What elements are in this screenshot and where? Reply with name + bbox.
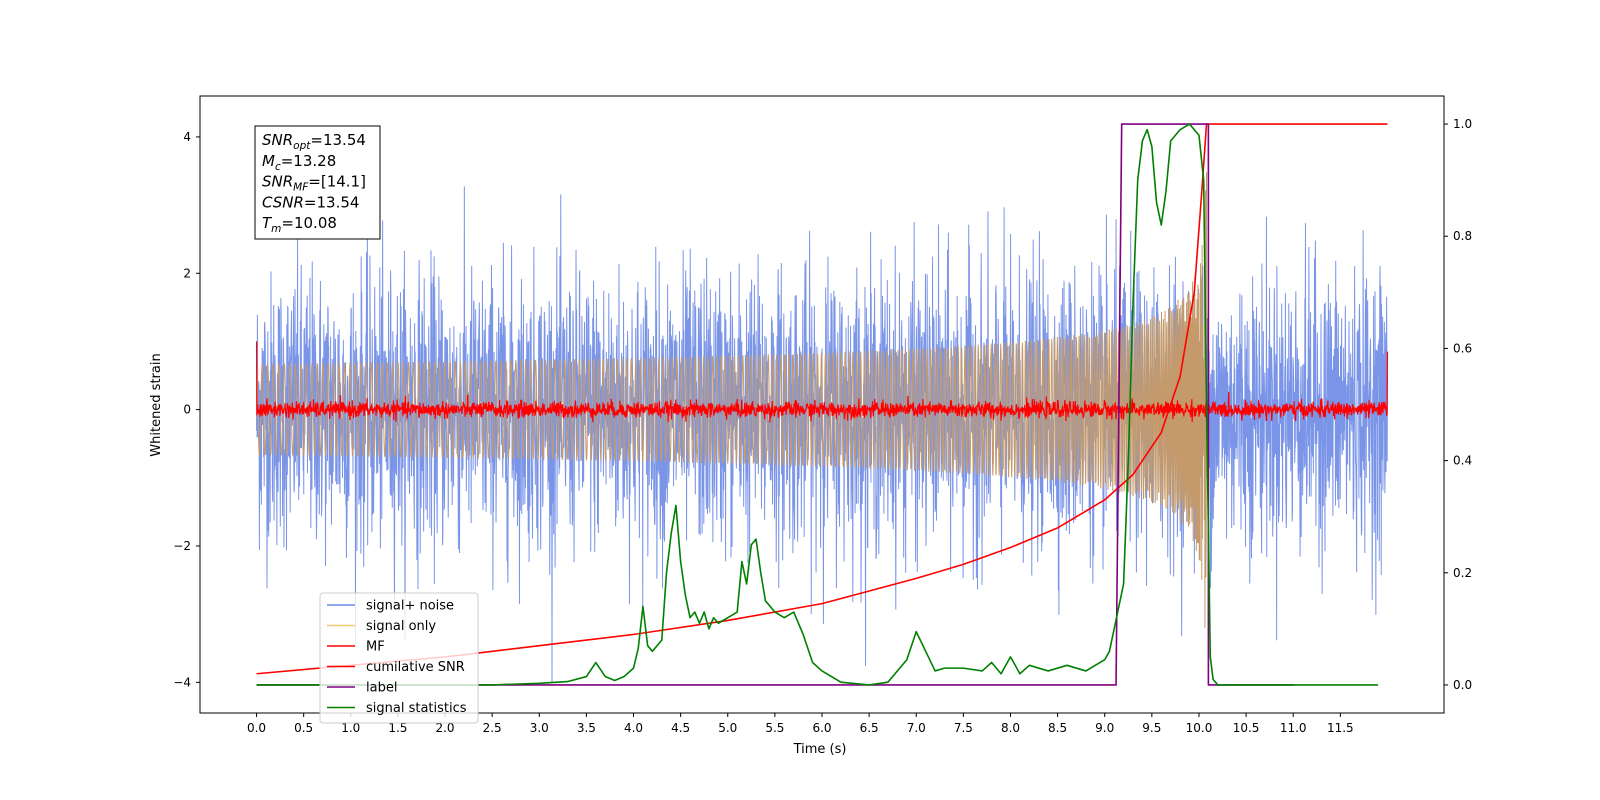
series-layer — [255, 123, 1389, 686]
y-tick-label: 2 — [183, 266, 191, 280]
annotation-symbol: SNR — [262, 131, 293, 149]
legend-label: signal only — [366, 619, 436, 634]
x-axis-label: Time (s) — [793, 742, 847, 757]
x-tick-label: 9.5 — [1142, 721, 1161, 735]
annotation-subscript: opt — [293, 140, 311, 152]
y2-tick-label: 0.0 — [1453, 678, 1472, 692]
annotation-frame — [254, 125, 381, 240]
legend-label: label — [366, 681, 397, 696]
axes-ticks: 0.0 0.5 1.0 1.5 2.0 2.5 3.0 3.5 4.0 4.5 5.0 5.5 6.0 6… — [173, 117, 1472, 735]
annotation-value: =13.54 — [310, 131, 366, 149]
x-tick-label: 1.0 — [341, 721, 360, 735]
x-tick-label: 8.5 — [1048, 721, 1067, 735]
y-tick-label: 4 — [183, 130, 191, 144]
x-tick-label: 0.0 — [247, 721, 266, 735]
annotation-subscript: MF — [293, 182, 309, 194]
series-signal-only-line — [256, 172, 1208, 628]
x-tick-label: 4.0 — [624, 721, 643, 735]
x-tick-label: 5.0 — [718, 721, 737, 735]
annotation-value: =13.28 — [281, 152, 337, 170]
legend-label: cumilative SNR — [366, 660, 465, 675]
x-tick-label: 2.5 — [483, 721, 502, 735]
x-tick-label: 7.5 — [954, 721, 973, 735]
y-tick-label: −4 — [173, 675, 191, 689]
annotation-line: SNRMF=[14.1] — [262, 173, 366, 194]
x-tick-label: 11.0 — [1280, 721, 1307, 735]
series-mf-line — [255, 341, 1389, 423]
y2-tick-label: 1.0 — [1453, 117, 1472, 131]
y-tick-label: 0 — [183, 403, 191, 417]
annotation-symbol: T — [262, 214, 273, 232]
series-cumulative-snr-line — [256, 123, 1388, 675]
legend-label: signal+ noise — [366, 599, 454, 614]
annotation-value: =[14.1] — [308, 173, 366, 191]
x-tick-label: 2.0 — [435, 721, 454, 735]
x-tick-label: 4.5 — [671, 721, 690, 735]
legend-frame — [319, 592, 479, 724]
x-tick-label: 0.5 — [294, 721, 313, 735]
y2-tick-label: 0.6 — [1453, 341, 1472, 355]
x-tick-label: 10.5 — [1233, 721, 1260, 735]
annotation-symbol: CSNR — [262, 193, 304, 211]
legend-label: MF — [366, 640, 385, 655]
annotation-line: SNRopt=13.54 — [262, 131, 366, 152]
annotation-subscript: c — [275, 161, 281, 173]
annotation-line: Tm=10.08 — [262, 214, 337, 235]
x-tick-label: 6.0 — [812, 721, 831, 735]
y2-tick-label: 0.2 — [1453, 566, 1472, 580]
annotation-value: =10.08 — [281, 214, 337, 232]
legend-label: signal statistics — [366, 701, 467, 716]
x-tick-label: 10.0 — [1186, 721, 1213, 735]
x-tick-label: 1.5 — [388, 721, 407, 735]
x-tick-label: 3.0 — [530, 721, 549, 735]
series-signal-statistics-line — [256, 123, 1379, 686]
y2-tick-label: 0.8 — [1453, 229, 1472, 243]
x-tick-label: 7.0 — [907, 721, 926, 735]
x-tick-label: 9.0 — [1095, 721, 1114, 735]
x-tick-label: 11.5 — [1327, 721, 1354, 735]
y-axis-label: Whitened strain — [149, 353, 164, 456]
annotation-line: Mc=13.28 — [262, 152, 336, 173]
y2-tick-label: 0.4 — [1453, 454, 1472, 468]
annotation-value: =13.54 — [304, 193, 360, 211]
x-tick-label: 5.5 — [765, 721, 784, 735]
y-tick-label: −2 — [173, 539, 191, 553]
annotation-symbol: M — [262, 152, 275, 170]
annotation-subscript: m — [271, 223, 281, 235]
x-tick-label: 8.0 — [1001, 721, 1020, 735]
x-tick-label: 6.5 — [860, 721, 879, 735]
annotation-line: CSNR=13.54 — [262, 193, 359, 211]
annotation-symbol: SNR — [262, 173, 293, 191]
x-tick-label: 3.5 — [577, 721, 596, 735]
legend: signal+ noise signal only MF cumilative SNR… — [319, 592, 479, 724]
stats-annotation-box: SNRopt=13.54Mc=13.28SNRMF=[14.1]CSNR=13.… — [254, 125, 381, 240]
